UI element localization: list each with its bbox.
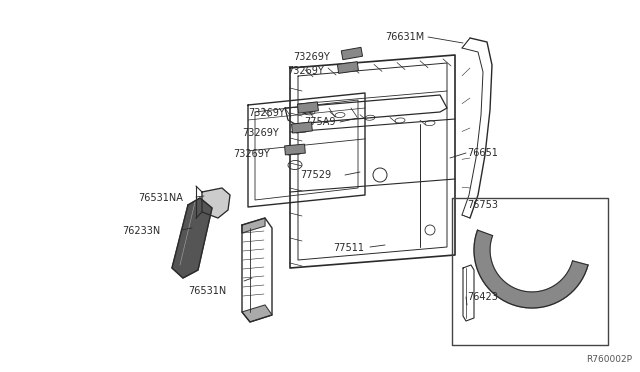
Text: 73269Y: 73269Y <box>242 128 279 138</box>
Polygon shape <box>474 230 588 308</box>
Text: 76531N: 76531N <box>188 286 227 296</box>
Text: R760002P: R760002P <box>586 355 632 364</box>
FancyBboxPatch shape <box>337 62 358 73</box>
Text: 76631M: 76631M <box>385 32 424 42</box>
Text: 77529: 77529 <box>300 170 331 180</box>
Polygon shape <box>242 218 265 233</box>
FancyBboxPatch shape <box>341 47 362 60</box>
Text: 73269Y: 73269Y <box>287 66 324 76</box>
Polygon shape <box>202 188 230 218</box>
Text: 76423: 76423 <box>467 292 498 302</box>
FancyBboxPatch shape <box>292 122 312 133</box>
Text: 76233N: 76233N <box>122 226 160 236</box>
Text: 73269Y: 73269Y <box>248 108 285 118</box>
FancyBboxPatch shape <box>298 102 319 113</box>
Polygon shape <box>242 305 272 322</box>
Text: 73269Y: 73269Y <box>293 52 330 62</box>
Text: 76651: 76651 <box>467 148 498 158</box>
Polygon shape <box>172 198 212 278</box>
Text: 73269Y: 73269Y <box>233 149 269 159</box>
Text: 775A9: 775A9 <box>304 117 335 127</box>
FancyBboxPatch shape <box>285 144 305 155</box>
Text: 77511: 77511 <box>333 243 364 253</box>
Text: 76753: 76753 <box>467 200 498 210</box>
Text: 76531NA: 76531NA <box>138 193 183 203</box>
